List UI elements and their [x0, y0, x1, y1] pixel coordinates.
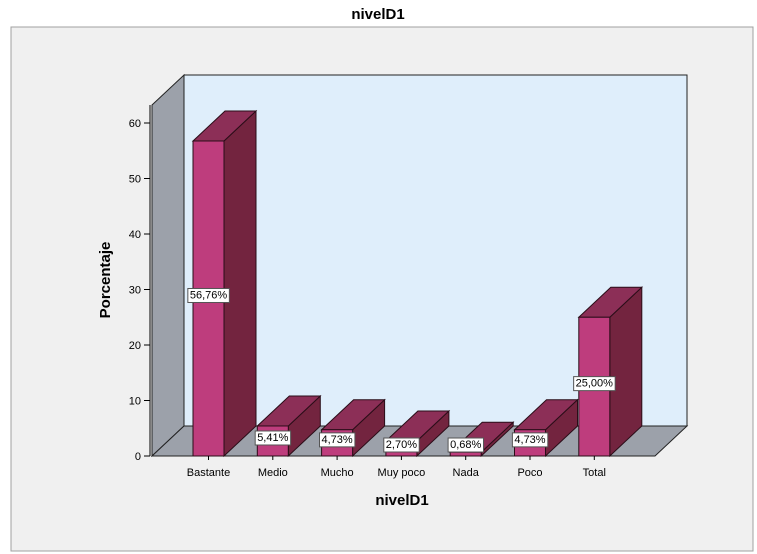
bar [577, 286, 644, 458]
data-label-text: 5,41% [257, 432, 288, 444]
bar [191, 109, 258, 458]
x-tick-label: Poco [517, 467, 542, 479]
data-label: 0,68% [447, 437, 485, 453]
data-label: 4,73% [511, 432, 549, 448]
data-label-text: 56,76% [190, 289, 228, 301]
data-label-box [447, 437, 485, 453]
y-axis-title: Porcentaje [97, 242, 114, 319]
y-tick-label: 30 [129, 285, 141, 297]
data-label: 5,41% [254, 430, 292, 446]
y-tick-label: 40 [129, 229, 141, 241]
data-label-text: 2,70% [386, 439, 417, 451]
data-label-text: 25,00% [576, 378, 614, 390]
y-ticks: 0 10 20 30 40 50 60 [129, 118, 150, 463]
data-label: 4,73% [318, 432, 356, 448]
data-label: 56,76% [187, 287, 230, 303]
bar-side [223, 109, 257, 458]
x-tick-labels: Bastante Medio Mucho Muy poco Nada Poco Total [187, 456, 606, 479]
left-wall [151, 73, 185, 458]
data-label: 25,00% [573, 376, 616, 392]
x-tick-label: Mucho [321, 467, 354, 479]
y-tick-label: 50 [129, 174, 141, 186]
data-label-text: 0,68% [450, 439, 481, 451]
y-tick-label: 10 [129, 396, 141, 408]
data-labels: 56,76% 5,41% 4,73% 2,70% 0,68% 4,73% 25,00% [187, 287, 616, 453]
data-label-text: 4,73% [321, 434, 352, 446]
data-label-box [187, 287, 230, 303]
data-label-box [383, 437, 420, 453]
data-label-box [254, 430, 292, 446]
y-tick-label: 0 [135, 451, 141, 463]
data-label-text: 4,73% [514, 434, 545, 446]
x-tick-label: Bastante [187, 467, 230, 479]
x-axis-title: nivelD1 [375, 492, 428, 509]
x-tick-label: Total [583, 467, 606, 479]
y-tick-label: 20 [129, 340, 141, 352]
bar-front [449, 451, 482, 457]
y-tick-label: 60 [129, 118, 141, 130]
data-label-box [318, 432, 356, 448]
data-label-box [511, 432, 549, 448]
data-label-box [573, 376, 616, 392]
x-tick-label: Medio [258, 467, 288, 479]
data-label: 2,70% [383, 437, 420, 453]
x-tick-label: Nada [453, 467, 480, 479]
chart-title: nivelD1 [351, 6, 404, 23]
x-tick-label: Muy poco [378, 467, 426, 479]
